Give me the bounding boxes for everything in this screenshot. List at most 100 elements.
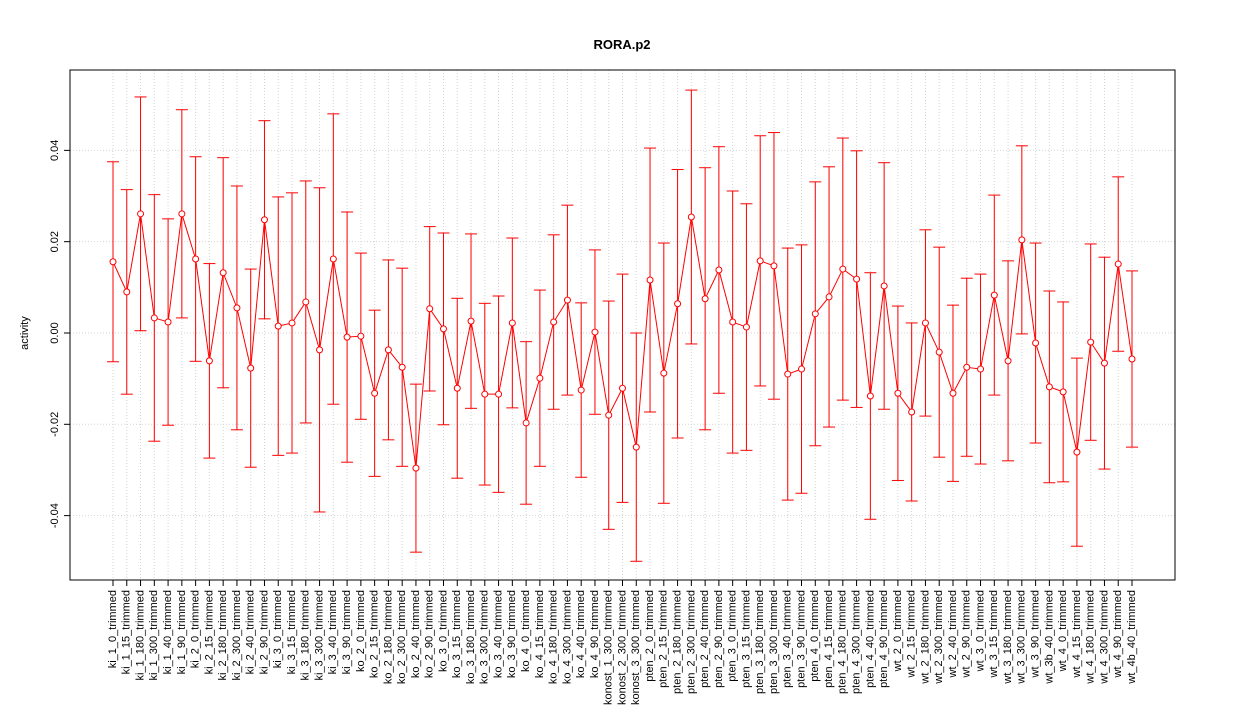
- point: [701, 295, 709, 303]
- point: [412, 464, 420, 472]
- point: [894, 389, 902, 397]
- x-tick-label: pten_3_15_trimmed: [740, 590, 752, 688]
- x-tick-label: ki_3_300_trimmed: [313, 590, 325, 681]
- x-tick-label: pten_2_15_trimmed: [658, 590, 670, 688]
- point: [550, 318, 558, 326]
- point: [715, 266, 723, 274]
- x-tick-label: ko_3_300_trimmed: [479, 590, 491, 684]
- point: [371, 389, 379, 397]
- x-tick-label: pten_2_90_trimmed: [713, 590, 725, 688]
- point: [825, 293, 833, 301]
- x-tick-label: pten_3_90_trimmed: [795, 590, 807, 688]
- point: [260, 216, 268, 224]
- x-tick-label: wt_4_15_trimmed: [1071, 590, 1083, 678]
- x-tick-label: wt_3b_40_trimmed: [1043, 590, 1055, 685]
- x-tick-label: konost_1_300_trimmed: [603, 590, 615, 705]
- point: [811, 310, 819, 318]
- x-tick-label: pten_4_15_trimmed: [823, 590, 835, 688]
- x-tick-label: ko_3_90_trimmed: [506, 590, 518, 678]
- point: [921, 319, 929, 327]
- point: [1004, 357, 1012, 365]
- y-tick-label: 0.02: [49, 231, 61, 252]
- x-tick-label: ki_2_15_trimmed: [203, 590, 215, 674]
- x-tick-label: ki_3_0_trimmed: [272, 590, 284, 668]
- point: [481, 390, 489, 398]
- point: [205, 357, 213, 365]
- plot-frame: [69, 69, 1176, 581]
- point: [1059, 388, 1067, 396]
- point: [935, 348, 943, 356]
- x-tick-label: ki_3_180_trimmed: [300, 590, 312, 681]
- x-tick-label: pten_2_180_trimmed: [671, 590, 683, 694]
- x-tick-label: ki_1_180_trimmed: [134, 590, 146, 681]
- point: [853, 275, 861, 283]
- point: [1045, 383, 1053, 391]
- point: [329, 255, 337, 263]
- x-tick-label: wt_4b_40_trimmed: [1126, 590, 1138, 685]
- x-tick-label: wt_2_15_trimmed: [906, 590, 918, 678]
- point: [109, 258, 117, 266]
- x-tick-label: ko_4_90_trimmed: [589, 590, 601, 678]
- point: [495, 390, 503, 398]
- point: [908, 408, 916, 416]
- point: [233, 304, 241, 312]
- x-tick-label: ki_1_90_trimmed: [176, 590, 188, 674]
- point: [963, 363, 971, 371]
- point: [274, 322, 282, 330]
- point: [398, 363, 406, 371]
- x-tick-label: wt_4_180_trimmed: [1085, 590, 1097, 685]
- point: [123, 288, 131, 296]
- x-tick-label: ki_2_0_trimmed: [190, 590, 202, 668]
- x-tick-label: wt_2_90_trimmed: [961, 590, 973, 678]
- point: [439, 325, 447, 333]
- x-tick-label: pten_4_300_trimmed: [851, 590, 863, 694]
- x-tick-label: wt_3_180_trimmed: [1002, 590, 1014, 685]
- point: [784, 370, 792, 378]
- x-tick-label: pten_3_300_trimmed: [768, 590, 780, 694]
- point: [522, 419, 530, 427]
- x-tick-label: wt_4_300_trimmed: [1098, 590, 1110, 685]
- point: [591, 328, 599, 336]
- point: [178, 210, 186, 218]
- x-tick-label: ko_2_15_trimmed: [369, 590, 381, 678]
- x-tick-label: ki_2_40_trimmed: [245, 590, 257, 674]
- x-tick-label: pten_4_180_trimmed: [837, 590, 849, 694]
- x-tick-label: pten_4_0_trimmed: [809, 590, 821, 682]
- point: [426, 305, 434, 313]
- x-tick-label: ko_4_0_trimmed: [520, 590, 532, 672]
- x-tick-label: ko_4_180_trimmed: [548, 590, 560, 684]
- point: [770, 262, 778, 270]
- point: [288, 319, 296, 327]
- x-tick-label: ko_2_90_trimmed: [424, 590, 436, 678]
- x-tick-label: konost_2_300_trimmed: [616, 590, 628, 705]
- chart-title: RORA.p2: [593, 37, 650, 52]
- point: [453, 384, 461, 392]
- point: [164, 318, 172, 326]
- x-tick-label: wt_2_180_trimmed: [919, 590, 931, 685]
- x-tick-label: ko_4_40_trimmed: [575, 590, 587, 678]
- x-tick-label: pten_2_0_trimmed: [644, 590, 656, 682]
- x-tick-label: ko_3_15_trimmed: [451, 590, 463, 678]
- x-tick-label: pten_2_40_trimmed: [699, 590, 711, 688]
- x-tick-label: ko_2_300_trimmed: [396, 590, 408, 684]
- point: [1032, 339, 1040, 347]
- point: [1087, 338, 1095, 346]
- x-tick-label: ko_4_300_trimmed: [561, 590, 573, 684]
- x-tick-label: ki_3_40_trimmed: [327, 590, 339, 674]
- point: [880, 282, 888, 290]
- point: [646, 276, 654, 284]
- y-axis-label: activity: [19, 316, 31, 350]
- x-tick-label: wt_3_300_trimmed: [1016, 590, 1028, 685]
- point: [1128, 355, 1136, 363]
- y-tick-label: 0.00: [49, 322, 61, 343]
- x-tick-label: ko_4_15_trimmed: [534, 590, 546, 678]
- y-tick-label: -0.04: [49, 503, 61, 528]
- point: [508, 319, 516, 327]
- point: [1114, 260, 1122, 268]
- x-tick-label: wt_2_40_trimmed: [947, 590, 959, 678]
- point: [219, 269, 227, 277]
- x-tick-label: pten_3_0_trimmed: [727, 590, 739, 682]
- x-tick-label: ki_3_15_trimmed: [286, 590, 298, 674]
- point: [536, 374, 544, 382]
